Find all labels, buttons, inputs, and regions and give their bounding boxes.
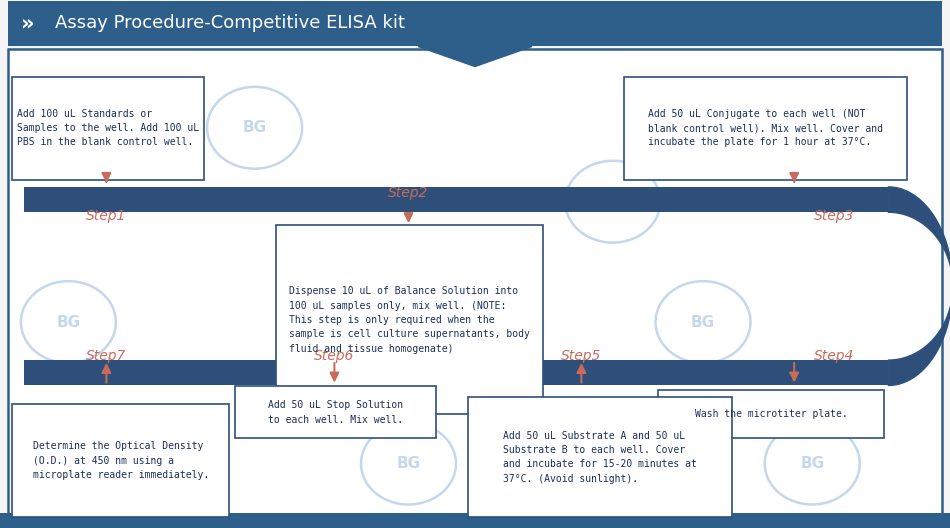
Text: Add 50 uL Substrate A and 50 uL
Substrate B to each well. Cover
and incubate for: Add 50 uL Substrate A and 50 uL Substrat… bbox=[504, 431, 697, 484]
FancyBboxPatch shape bbox=[12, 77, 204, 180]
FancyBboxPatch shape bbox=[8, 1, 942, 46]
Text: Step1: Step1 bbox=[86, 210, 126, 223]
FancyBboxPatch shape bbox=[468, 397, 732, 517]
Text: Step6: Step6 bbox=[314, 350, 354, 363]
FancyBboxPatch shape bbox=[12, 404, 229, 517]
Text: Step4: Step4 bbox=[814, 350, 854, 363]
Text: Step7: Step7 bbox=[86, 350, 126, 363]
Text: BG: BG bbox=[56, 315, 81, 329]
Text: BG: BG bbox=[396, 456, 421, 471]
Text: BG: BG bbox=[800, 456, 825, 471]
Text: Determine the Optical Density
(O.D.) at 450 nm using a
microplate reader immedia: Determine the Optical Density (O.D.) at … bbox=[32, 441, 209, 480]
Text: BG: BG bbox=[691, 315, 715, 329]
Text: Add 50 uL Conjugate to each well (NOT
blank control well). Mix well. Cover and
i: Add 50 uL Conjugate to each well (NOT bl… bbox=[648, 109, 884, 147]
Text: »: » bbox=[21, 13, 34, 33]
FancyBboxPatch shape bbox=[235, 386, 436, 438]
Text: Dispense 10 uL of Balance Solution into
100 uL samples only, mix well. (NOTE:
Th: Dispense 10 uL of Balance Solution into … bbox=[289, 286, 530, 354]
Text: BG: BG bbox=[394, 315, 419, 329]
Polygon shape bbox=[888, 187, 950, 385]
Text: BG: BG bbox=[242, 120, 267, 135]
Text: Step2: Step2 bbox=[389, 186, 428, 200]
FancyBboxPatch shape bbox=[658, 390, 884, 438]
FancyBboxPatch shape bbox=[0, 513, 950, 528]
FancyBboxPatch shape bbox=[624, 77, 907, 180]
Text: BG: BG bbox=[600, 194, 625, 209]
Polygon shape bbox=[418, 46, 532, 67]
FancyBboxPatch shape bbox=[276, 225, 543, 414]
Text: Wash the microtiter plate.: Wash the microtiter plate. bbox=[695, 409, 847, 419]
Text: Step3: Step3 bbox=[814, 210, 854, 223]
Text: Step5: Step5 bbox=[561, 350, 601, 363]
FancyBboxPatch shape bbox=[8, 49, 942, 516]
FancyBboxPatch shape bbox=[24, 187, 888, 212]
FancyBboxPatch shape bbox=[24, 360, 888, 385]
Text: Add 100 uL Standards or
Samples to the well. Add 100 uL
PBS in the blank control: Add 100 uL Standards or Samples to the w… bbox=[17, 109, 200, 147]
Text: Assay Procedure-Competitive ELISA kit: Assay Procedure-Competitive ELISA kit bbox=[55, 14, 405, 32]
Text: Add 50 uL Stop Solution
to each well. Mix well.: Add 50 uL Stop Solution to each well. Mi… bbox=[268, 400, 403, 425]
